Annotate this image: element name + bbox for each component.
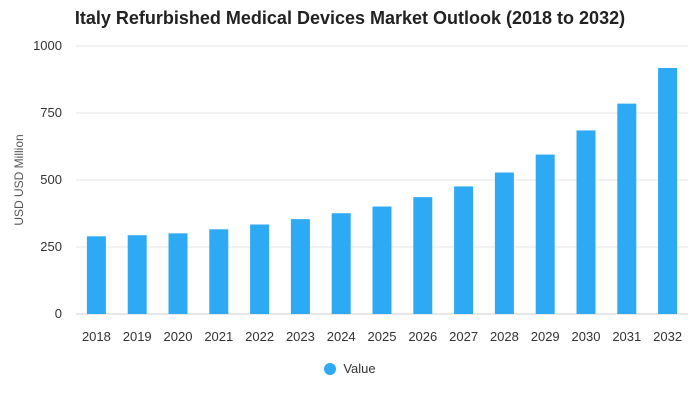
chart-legend[interactable]: Value [0, 361, 700, 376]
x-tick-label-2021: 2021 [204, 329, 233, 344]
bar-2024 [331, 213, 351, 314]
x-tick-label-2022: 2022 [245, 329, 274, 344]
bar-2021 [209, 229, 229, 314]
bar-2025 [372, 206, 392, 314]
bar-2019 [127, 235, 147, 314]
y-axis-label: USD USD Million [12, 134, 26, 225]
bar-2029 [535, 154, 555, 314]
bar-2028 [494, 172, 514, 314]
x-tick-label-2029: 2029 [531, 329, 560, 344]
legend-swatch-value [324, 362, 337, 375]
x-tick-label-2032: 2032 [653, 329, 682, 344]
bar-2031 [617, 103, 637, 315]
bar-2027 [454, 186, 474, 314]
x-tick-label-2023: 2023 [286, 329, 315, 344]
bar-2020 [168, 233, 188, 314]
x-tick-label-2018: 2018 [82, 329, 111, 344]
x-tick-label-2031: 2031 [612, 329, 641, 344]
y-tick-label-0: 0 [55, 306, 62, 321]
x-tick-label-2027: 2027 [449, 329, 478, 344]
bar-2018 [86, 236, 106, 314]
x-tick-label-2020: 2020 [164, 329, 193, 344]
x-tick-label-2028: 2028 [490, 329, 519, 344]
x-tick-label-2019: 2019 [123, 329, 152, 344]
bar-2022 [250, 224, 270, 314]
bar-2026 [413, 197, 433, 314]
bar-2032 [658, 67, 678, 314]
y-tick-label-1000: 1000 [33, 38, 62, 53]
legend-label-value: Value [343, 361, 376, 376]
y-tick-label-500: 500 [40, 172, 62, 187]
chart-title: Italy Refurbished Medical Devices Market… [74, 8, 626, 28]
bar-2030 [576, 130, 596, 314]
x-tick-label-2024: 2024 [327, 329, 356, 344]
bar-2023 [290, 219, 310, 314]
y-tick-label-250: 250 [40, 239, 62, 254]
x-tick-label-2026: 2026 [408, 329, 437, 344]
x-tick-label-2025: 2025 [368, 329, 397, 344]
y-tick-label-750: 750 [40, 105, 62, 120]
x-tick-label-2030: 2030 [572, 329, 601, 344]
